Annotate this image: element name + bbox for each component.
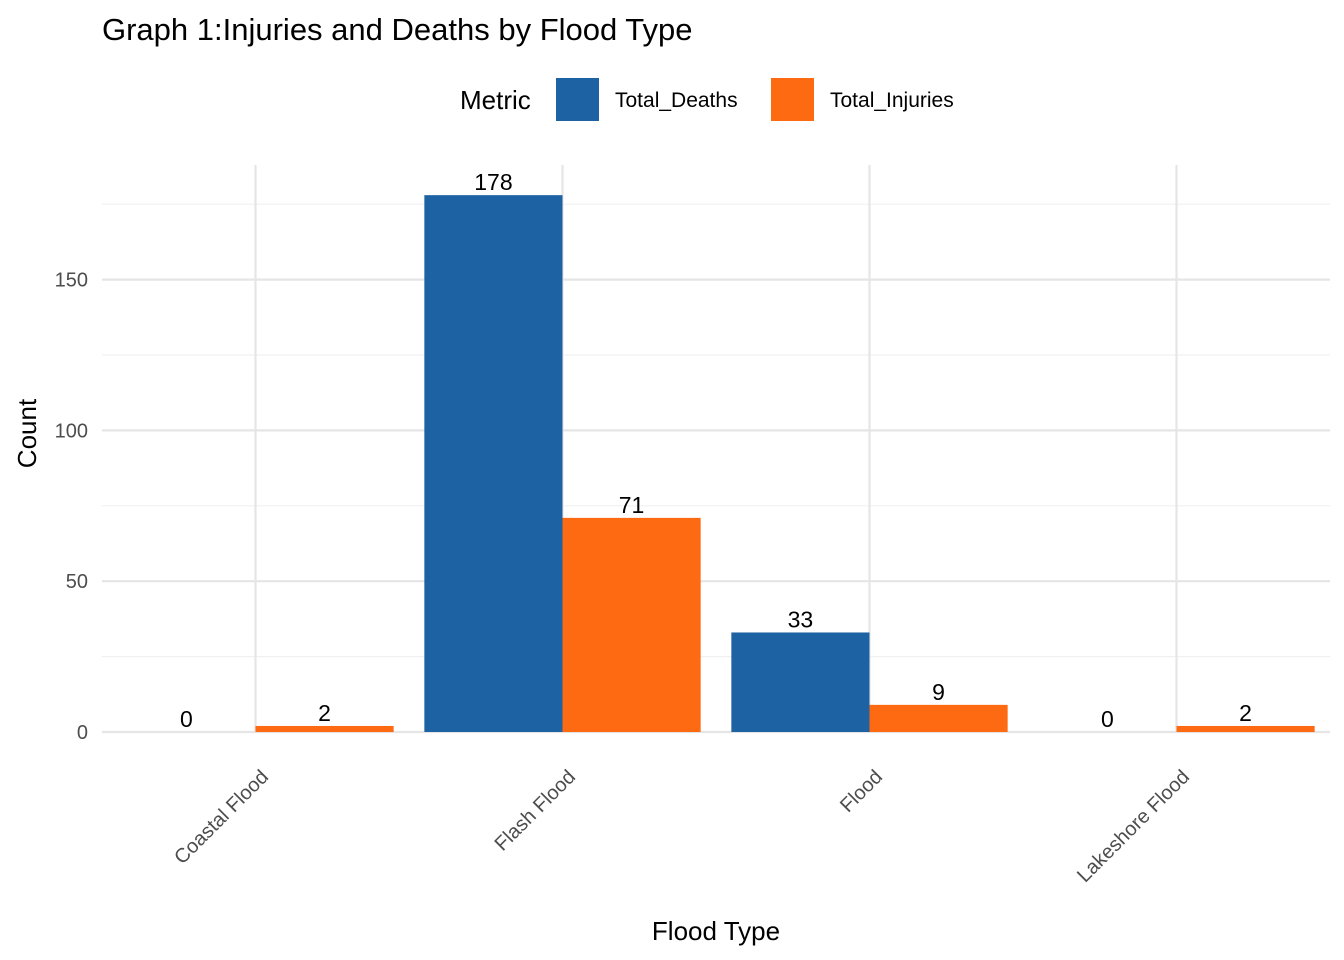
x-tick-label-flash-flood: Flash Flood [491, 766, 580, 855]
chart-title: Graph 1:Injuries and Deaths by Flood Typ… [102, 12, 693, 47]
x-tick-label-lakeshore-flood: Lakeshore Flood [1073, 766, 1194, 887]
data-label-lakeshore-flood-total-injuries: 2 [1239, 700, 1252, 726]
legend: Metric Total_Deaths Total_Injuries [460, 78, 954, 121]
y-axis-title: Count [12, 398, 42, 468]
data-label-flash-flood-total-deaths: 178 [474, 169, 512, 195]
y-tick-label: 150 [55, 270, 88, 292]
legend-title: Metric [460, 85, 531, 115]
x-axis-title: Flood Type [652, 916, 780, 946]
bar-flood-total-injuries [869, 704, 1008, 732]
grid [102, 165, 1330, 734]
bar-flash-flood-total-injuries [562, 517, 701, 732]
y-tick-label: 0 [77, 722, 88, 744]
data-label-coastal-flood-total-injuries: 2 [318, 700, 331, 726]
data-labels: 0 2 178 71 33 9 0 2 [180, 169, 1252, 732]
bar-flood-total-deaths [731, 632, 870, 732]
y-axis-ticks: 0 50 100 150 [55, 270, 88, 744]
data-label-flood-total-injuries: 9 [932, 679, 945, 705]
data-label-lakeshore-flood-total-deaths: 0 [1101, 706, 1114, 732]
data-label-flood-total-deaths: 33 [788, 606, 814, 632]
legend-key-total-injuries [771, 78, 814, 121]
x-tick-label-flood: Flood [836, 766, 887, 817]
x-axis-ticks: Coastal Flood Flash Flood Flood Lakeshore F… [170, 766, 1194, 887]
legend-label-total-injuries: Total_Injuries [830, 89, 954, 112]
data-label-flash-flood-total-injuries: 71 [619, 492, 645, 518]
bar-flash-flood-total-deaths [424, 195, 563, 733]
bar-lakeshore-flood-total-injuries [1176, 725, 1315, 732]
y-tick-label: 100 [55, 420, 88, 442]
bar-coastal-flood-total-injuries [255, 725, 394, 732]
y-tick-label: 50 [66, 571, 88, 593]
x-tick-label-coastal-flood: Coastal Flood [170, 766, 273, 869]
legend-key-total-deaths [556, 78, 599, 121]
bars [255, 195, 1315, 733]
legend-label-total-deaths: Total_Deaths [615, 89, 738, 112]
data-label-coastal-flood-total-deaths: 0 [180, 706, 193, 732]
